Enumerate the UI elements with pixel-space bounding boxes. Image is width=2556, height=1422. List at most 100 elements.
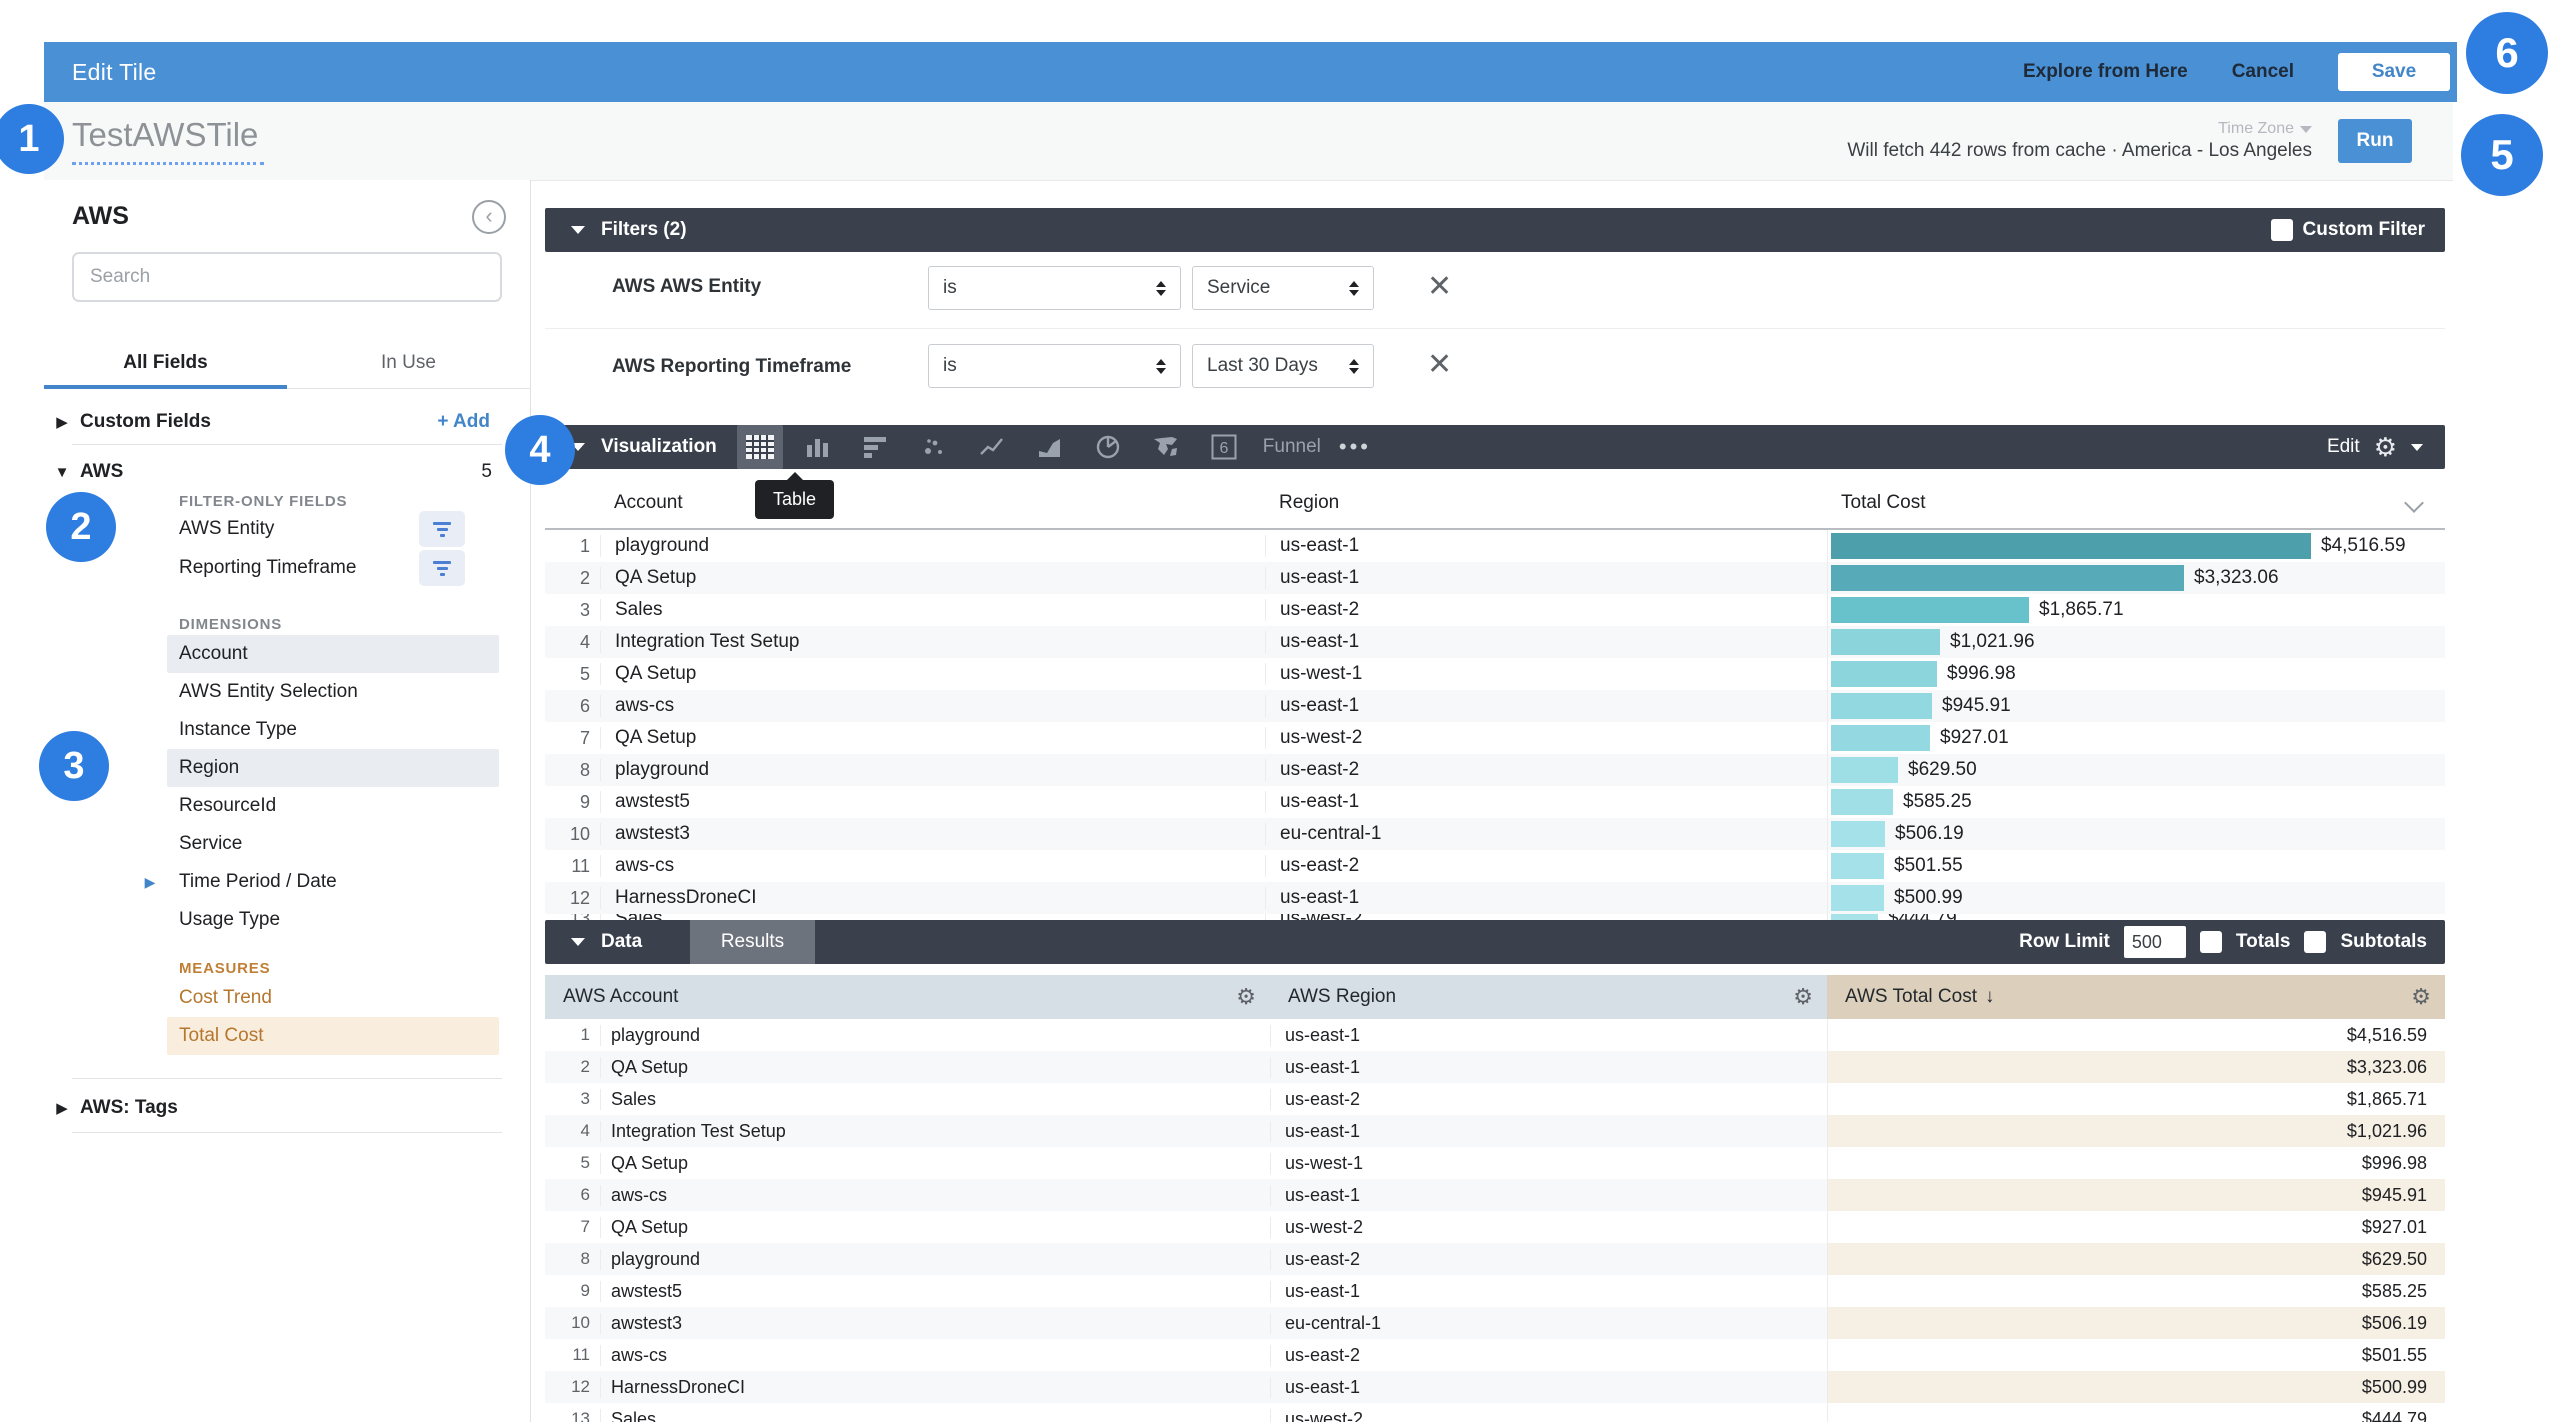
collapse-sidebar-button[interactable]: ‹ <box>472 200 506 234</box>
viz-type-pie-chart-icon[interactable] <box>1085 429 1131 465</box>
region-cell[interactable]: us-east-2 <box>1270 1248 1827 1270</box>
region-cell[interactable]: eu-central-1 <box>1270 1312 1827 1334</box>
region-cell[interactable]: us-east-2 <box>1265 855 1827 877</box>
region-cell[interactable]: us-east-1 <box>1265 567 1827 589</box>
caret-right-icon[interactable]: ▶ <box>144 874 156 890</box>
total-cost-cell[interactable]: $927.01 <box>1827 722 2446 754</box>
region-cell[interactable]: us-west-2 <box>1270 1408 1827 1422</box>
total-cost-cell[interactable]: $3,323.06 <box>1827 562 2446 594</box>
gear-icon[interactable]: ⚙ <box>2411 984 2431 1009</box>
total-cost-cell[interactable]: $996.98 <box>1827 1147 2445 1179</box>
data-section-header[interactable]: Data Results Row Limit Totals Subtotals <box>545 920 2445 964</box>
total-cost-cell[interactable]: $4,516.59 <box>1827 1019 2445 1051</box>
custom-filter-checkbox[interactable] <box>2270 219 2293 241</box>
region-cell[interactable]: us-east-1 <box>1270 1024 1827 1046</box>
field-total-cost[interactable]: Total Cost <box>167 1017 499 1055</box>
total-cost-cell[interactable]: $444.79 <box>1827 914 2445 923</box>
more-viz-types-button[interactable]: ••• <box>1338 434 1372 459</box>
column-header-region[interactable]: Region <box>1279 492 1340 513</box>
tile-name-input[interactable]: TestAWSTile <box>72 116 265 165</box>
viz-edit-button[interactable]: Edit <box>2326 436 2360 457</box>
total-cost-cell[interactable]: $1,021.96 <box>1827 1115 2445 1147</box>
table-row[interactable]: 3 Sales us-east-2 $1,865.71 <box>545 594 2445 626</box>
field-aws-entity-selection[interactable]: AWS Entity Selection <box>179 681 358 702</box>
total-cost-cell[interactable]: $996.98 <box>1827 658 2446 690</box>
total-cost-cell[interactable]: $501.55 <box>1827 850 2446 882</box>
table-row[interactable]: 2 QA Setup us-east-1 $3,323.06 <box>545 1051 2445 1083</box>
account-cell[interactable]: QA Setup <box>600 567 1265 589</box>
table-row[interactable]: 7 QA Setup us-west-2 $927.01 <box>545 1211 2445 1243</box>
add-custom-field-button[interactable]: + Add <box>437 411 490 432</box>
total-cost-cell[interactable]: $629.50 <box>1827 754 2446 786</box>
remove-filter-button[interactable]: ✕ <box>1427 270 1453 303</box>
viz-type-single-value-icon[interactable]: 6 <box>1201 429 1247 465</box>
total-cost-cell[interactable]: $927.01 <box>1827 1211 2445 1243</box>
tab-results[interactable]: Results <box>690 920 815 964</box>
remove-filter-button[interactable]: ✕ <box>1427 348 1453 381</box>
account-cell[interactable]: Sales <box>600 914 1265 923</box>
explore-from-here-link[interactable]: Explore from Here <box>2022 61 2188 82</box>
total-cost-cell[interactable]: $585.25 <box>1827 786 2446 818</box>
table-row[interactable]: 6 aws-cs us-east-1 $945.91 <box>545 690 2445 722</box>
table-row[interactable]: 4 Integration Test Setup us-east-1 $1,021.9… <box>545 1115 2445 1147</box>
region-cell[interactable]: us-east-1 <box>1270 1120 1827 1142</box>
subtotals-checkbox[interactable] <box>2304 931 2327 953</box>
aws-group-row[interactable]: ▼ AWS 5 <box>44 452 530 492</box>
account-cell[interactable]: Sales <box>600 599 1265 621</box>
field-resourceid[interactable]: ResourceId <box>179 795 277 816</box>
region-cell[interactable]: us-east-1 <box>1265 695 1827 717</box>
viz-type-scatter-icon[interactable] <box>911 429 957 465</box>
region-cell[interactable]: us-east-1 <box>1265 791 1827 813</box>
total-cost-cell[interactable]: $945.91 <box>1827 1179 2445 1211</box>
filter-icon[interactable] <box>419 511 465 547</box>
viz-type-table-icon[interactable] <box>736 425 783 469</box>
account-cell[interactable]: QA Setup <box>600 1152 1270 1174</box>
table-row[interactable]: 8 playground us-east-2 $629.50 <box>545 1243 2445 1275</box>
region-cell[interactable]: us-west-2 <box>1265 727 1827 749</box>
viz-type-line-chart-icon[interactable] <box>969 429 1015 465</box>
chevron-down-icon[interactable] <box>2404 493 2424 513</box>
account-cell[interactable]: awstest5 <box>600 1280 1270 1302</box>
field-usage-type[interactable]: Usage Type <box>179 909 281 930</box>
table-row[interactable]: 12 HarnessDroneCI us-east-1 $500.99 <box>545 882 2445 914</box>
account-cell[interactable]: playground <box>600 759 1265 781</box>
total-cost-cell[interactable]: $500.99 <box>1827 1371 2445 1403</box>
region-cell[interactable]: us-east-1 <box>1270 1184 1827 1206</box>
account-cell[interactable]: aws-cs <box>600 855 1265 877</box>
total-cost-cell[interactable]: $629.50 <box>1827 1243 2445 1275</box>
region-cell[interactable]: us-east-1 <box>1270 1376 1827 1398</box>
field-aws-entity[interactable]: AWS Entity <box>179 518 275 539</box>
total-cost-cell[interactable]: $1,865.71 <box>1827 594 2446 626</box>
table-row[interactable]: 8 playground us-east-2 $629.50 <box>545 754 2445 786</box>
account-cell[interactable]: Integration Test Setup <box>600 1120 1270 1142</box>
table-row[interactable]: 9 awstest5 us-east-1 $585.25 <box>545 786 2445 818</box>
total-cost-cell[interactable]: $501.55 <box>1827 1339 2445 1371</box>
table-row[interactable]: 2 QA Setup us-east-1 $3,323.06 <box>545 562 2445 594</box>
table-row[interactable]: 1 playground us-east-1 $4,516.59 <box>545 530 2445 562</box>
viz-type-area-chart-icon[interactable] <box>1027 429 1073 465</box>
region-cell[interactable]: us-east-2 <box>1265 759 1827 781</box>
account-cell[interactable]: HarnessDroneCI <box>600 887 1265 909</box>
visualization-section-header[interactable]: Visualization 6 Funnel ••• Edit ⚙ <box>545 425 2445 469</box>
cancel-button[interactable]: Cancel <box>2231 61 2294 82</box>
table-row[interactable]: 4 Integration Test Setup us-east-1 $1,021.9… <box>545 626 2445 658</box>
gear-icon[interactable]: ⚙ <box>1236 984 1256 1009</box>
table-row[interactable]: 11 aws-cs us-east-2 $501.55 <box>545 850 2445 882</box>
region-cell[interactable]: us-west-2 <box>1270 1216 1827 1238</box>
gear-icon[interactable]: ⚙ <box>2373 432 2397 462</box>
region-cell[interactable]: us-west-1 <box>1270 1152 1827 1174</box>
account-cell[interactable]: Integration Test Setup <box>600 631 1265 653</box>
account-cell[interactable]: playground <box>600 1248 1270 1270</box>
filter-operator-select[interactable]: is <box>928 266 1181 310</box>
aws-tags-group-row[interactable]: ▶ AWS: Tags <box>44 1088 530 1128</box>
total-cost-cell[interactable]: $506.19 <box>1827 1307 2445 1339</box>
field-reporting-timeframe[interactable]: Reporting Timeframe <box>179 557 357 578</box>
search-input[interactable] <box>72 252 502 302</box>
viz-type-map-icon[interactable] <box>1143 429 1189 465</box>
region-cell[interactable]: us-west-2 <box>1265 914 1827 923</box>
total-cost-cell[interactable]: $945.91 <box>1827 690 2446 722</box>
account-cell[interactable]: awstest5 <box>600 791 1265 813</box>
total-cost-cell[interactable]: $585.25 <box>1827 1275 2445 1307</box>
